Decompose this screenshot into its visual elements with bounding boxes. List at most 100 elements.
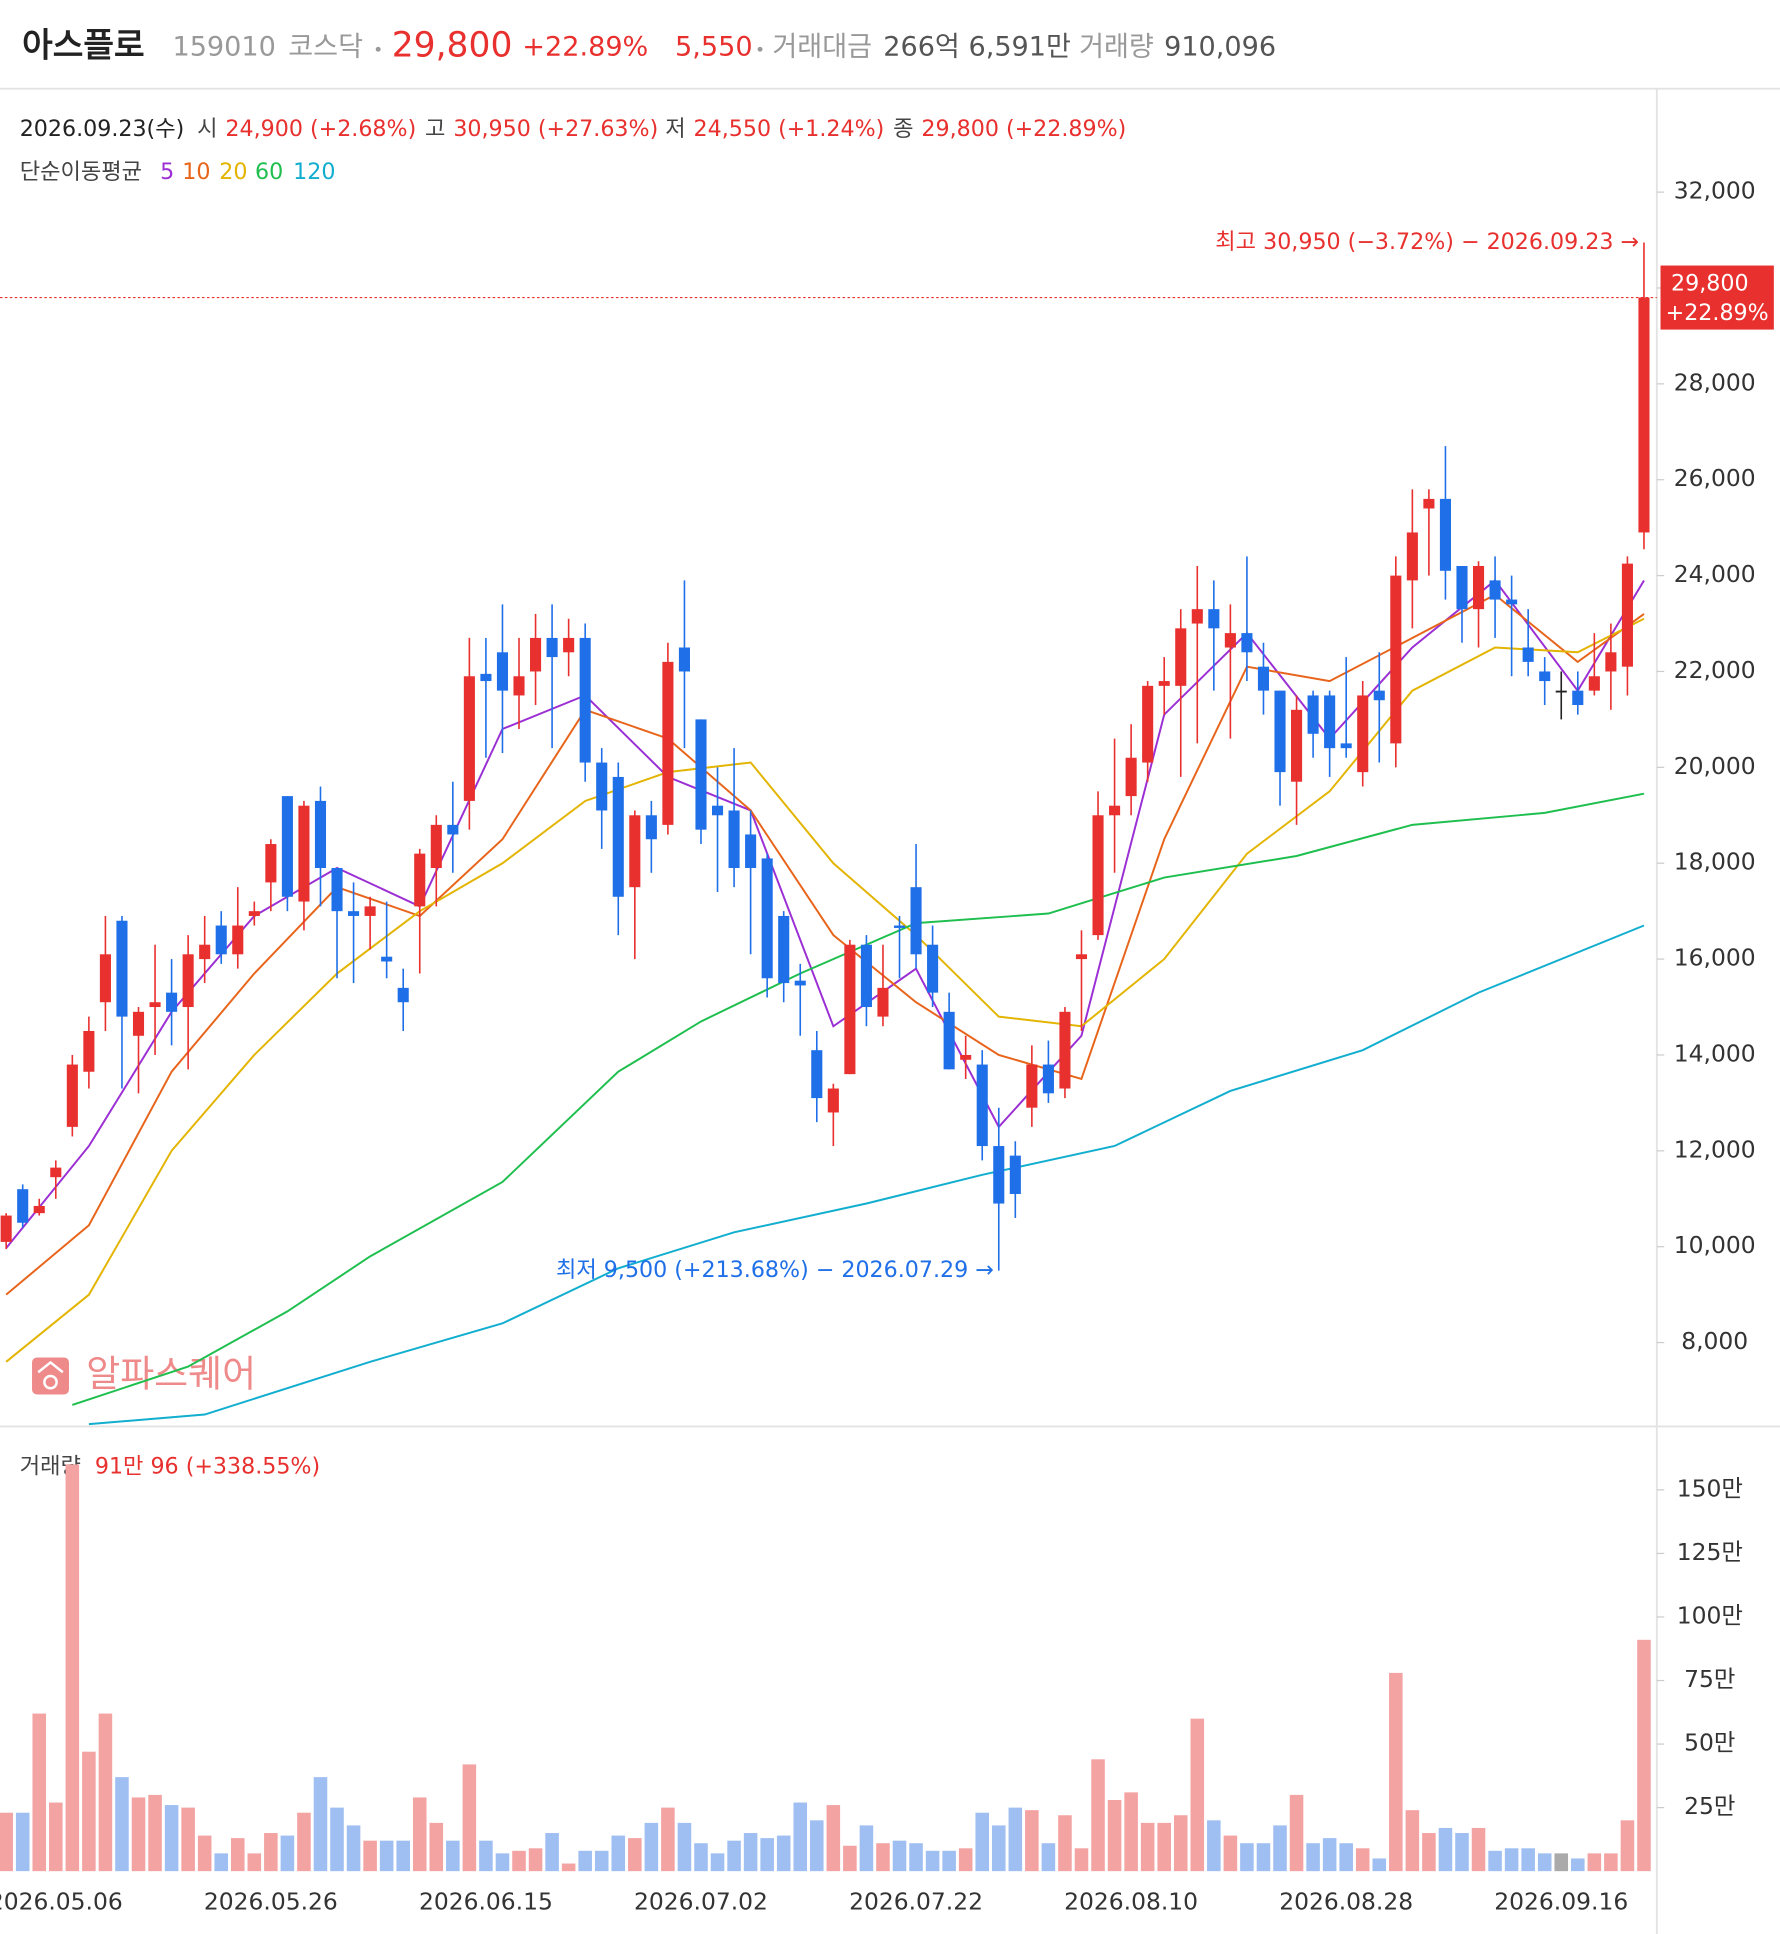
change: 5,550 bbox=[675, 32, 753, 63]
y-tick-label: 10,000 bbox=[1674, 1231, 1756, 1259]
volume-bar bbox=[859, 1825, 874, 1872]
change-rate: +22.89% bbox=[522, 32, 648, 63]
volume-bar bbox=[628, 1838, 642, 1872]
candle-body bbox=[662, 661, 674, 825]
candle-body bbox=[496, 652, 509, 691]
volume-bar bbox=[330, 1807, 344, 1872]
candle-body bbox=[199, 944, 211, 960]
candle-body bbox=[182, 954, 194, 1008]
volume-bar bbox=[131, 1797, 146, 1872]
candle-body bbox=[232, 925, 244, 955]
candle-body bbox=[1324, 695, 1336, 749]
candle-body bbox=[596, 762, 608, 811]
volume-bar bbox=[1620, 1820, 1635, 1872]
candle-body bbox=[149, 1002, 161, 1008]
candle-body bbox=[1357, 695, 1369, 773]
candle-body bbox=[397, 987, 409, 1003]
candle-body bbox=[910, 887, 922, 955]
volume-bar bbox=[1455, 1833, 1469, 1872]
separator-dot bbox=[757, 46, 763, 52]
volume-tick-label: 75만 bbox=[1684, 1665, 1735, 1693]
volume-bar bbox=[793, 1802, 808, 1872]
candle-body bbox=[1026, 1064, 1038, 1108]
candle-body bbox=[348, 911, 360, 916]
volume-bar bbox=[82, 1751, 96, 1872]
candle-body bbox=[1257, 666, 1270, 691]
volume-bar bbox=[181, 1807, 195, 1872]
volume-bar bbox=[280, 1835, 295, 1872]
volume-tick-label: 100만 bbox=[1677, 1601, 1743, 1629]
candle-body bbox=[1555, 690, 1567, 693]
volume-bar bbox=[1554, 1853, 1569, 1872]
stock-code: 159010 bbox=[172, 32, 275, 63]
candle-body bbox=[563, 637, 575, 653]
candle-body bbox=[1158, 681, 1170, 686]
candle-body bbox=[877, 987, 889, 1017]
candle-body bbox=[678, 647, 690, 672]
candle-body bbox=[1439, 498, 1451, 571]
volume-bar bbox=[1537, 1853, 1552, 1872]
candle-body bbox=[298, 805, 310, 902]
annotation: 최저 9,500 (+213.68%) − 2026.07.29 → bbox=[556, 1257, 994, 1283]
volume-bar bbox=[727, 1840, 741, 1872]
volume-bar bbox=[1157, 1822, 1171, 1872]
y-tick-label: 26,000 bbox=[1674, 464, 1756, 492]
ma-line bbox=[5, 593, 1645, 1296]
volume-bar bbox=[230, 1838, 245, 1872]
volume-bar bbox=[379, 1840, 394, 1872]
y-tick-label: 24,000 bbox=[1674, 560, 1756, 588]
x-tick-label: 2026.05.06 bbox=[0, 1888, 123, 1916]
candle-body bbox=[1423, 498, 1435, 509]
volume-bar bbox=[1025, 1810, 1039, 1872]
volume-bar bbox=[925, 1850, 940, 1872]
ma-legend: 60 bbox=[255, 159, 283, 185]
candle-body bbox=[116, 920, 128, 1017]
watermark: 알파스퀘어 bbox=[32, 1352, 256, 1395]
candle-body bbox=[166, 992, 178, 1012]
candle-body bbox=[1125, 757, 1137, 797]
candle-body bbox=[364, 906, 376, 916]
info-value: 24,900 (+2.68%) bbox=[225, 116, 416, 142]
volume-bar bbox=[0, 1812, 13, 1872]
volume-bar bbox=[479, 1840, 493, 1872]
candle-body bbox=[265, 844, 277, 883]
candle-body bbox=[827, 1088, 839, 1113]
volume-bar bbox=[545, 1833, 559, 1872]
candle-body bbox=[745, 834, 757, 869]
candle-body bbox=[414, 853, 426, 907]
volume-bar bbox=[1223, 1835, 1238, 1872]
volume-bar bbox=[694, 1843, 708, 1872]
volume-bar bbox=[776, 1835, 791, 1872]
candle-body bbox=[381, 956, 393, 962]
volume-bar bbox=[1008, 1807, 1023, 1872]
candle-body bbox=[480, 673, 492, 682]
candle-body bbox=[314, 800, 327, 869]
candle-body bbox=[66, 1064, 78, 1127]
ma-line bbox=[88, 924, 1645, 1426]
volume-bar bbox=[1322, 1838, 1337, 1872]
volume-bar bbox=[197, 1835, 212, 1872]
market: 코스닥 bbox=[288, 32, 363, 63]
volume-bar bbox=[1273, 1825, 1287, 1872]
volume-bar bbox=[1438, 1827, 1453, 1872]
candle-body bbox=[612, 776, 624, 897]
candle-body bbox=[1142, 685, 1154, 763]
candle-body bbox=[1307, 695, 1319, 734]
volume-bar bbox=[429, 1822, 444, 1872]
volume-bar bbox=[446, 1840, 460, 1872]
x-tick-label: 2026.07.22 bbox=[849, 1888, 983, 1916]
ma-label: 단순이동평균 bbox=[20, 159, 142, 185]
candle-body bbox=[0, 1215, 12, 1242]
candle-body bbox=[1522, 647, 1534, 662]
candle-body bbox=[132, 1011, 145, 1036]
volume-bar bbox=[1091, 1759, 1105, 1872]
volume-bar bbox=[826, 1805, 841, 1872]
info-value: 30,950 (+27.63%) bbox=[453, 116, 658, 142]
volume-bar bbox=[1041, 1843, 1056, 1872]
volume-bar bbox=[1107, 1799, 1122, 1872]
candle-body bbox=[1621, 563, 1633, 667]
candle-body bbox=[1208, 609, 1220, 629]
candle-body bbox=[811, 1050, 823, 1099]
volume-bar bbox=[512, 1850, 526, 1872]
y-tick-label: 8,000 bbox=[1681, 1327, 1748, 1355]
